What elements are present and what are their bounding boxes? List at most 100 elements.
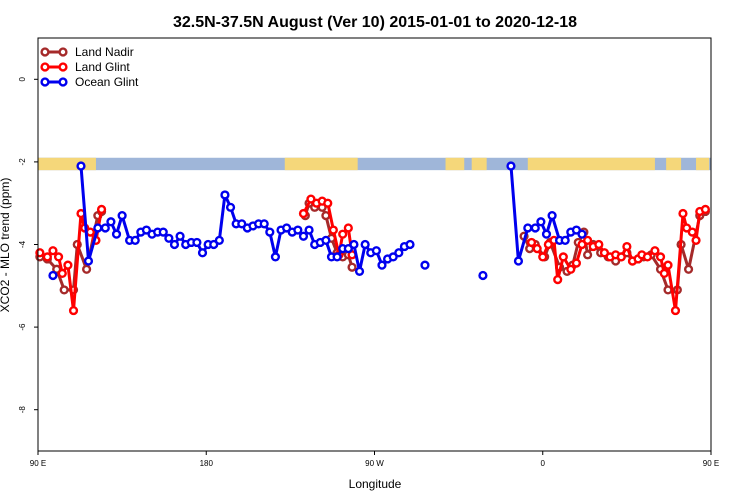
data-point-land-glint xyxy=(53,252,64,262)
data-point-ocean-glint xyxy=(169,239,180,250)
x-tick-label: 90 W xyxy=(365,459,384,468)
data-point-ocean-glint xyxy=(293,225,303,235)
data-point-ocean-glint xyxy=(405,239,415,250)
data-point-ocean-glint xyxy=(175,231,185,241)
data-point-land-glint xyxy=(48,246,58,256)
series-land-nadir xyxy=(35,198,710,295)
data-point-land-nadir xyxy=(583,250,593,260)
chart-title: 32.5N-37.5N August (Ver 10) 2015-01-01 t… xyxy=(173,14,577,31)
legend-item-ocean-glint: Ocean Glint xyxy=(40,75,139,89)
data-point-land-nadir xyxy=(82,264,92,274)
land-segment xyxy=(471,157,487,171)
data-point-land-glint xyxy=(577,239,587,250)
data-point-ocean-glint xyxy=(321,235,331,245)
data-point-land-glint xyxy=(670,305,681,316)
data-point-ocean-glint xyxy=(214,235,224,245)
data-point-land-glint xyxy=(42,252,52,262)
data-point-land-glint xyxy=(700,204,710,214)
data-point-land-glint xyxy=(343,223,353,233)
data-point-ocean-glint xyxy=(394,248,404,258)
data-point-ocean-glint xyxy=(48,270,58,281)
legend-label: Land Nadir xyxy=(75,45,134,59)
y-axis-label: XCO2 - MLO trend (ppm) xyxy=(0,178,12,313)
y-axis-ticks: 0 -2 -4 -6 -8 xyxy=(18,77,38,413)
data-point-land-glint xyxy=(650,246,660,256)
data-point-ocean-glint xyxy=(282,223,292,233)
y-tick-label: -4 xyxy=(18,240,27,248)
x-tick-label: 90 E xyxy=(30,459,46,468)
data-point-ocean-glint xyxy=(571,225,582,235)
data-point-ocean-glint xyxy=(164,233,174,243)
land-segment xyxy=(38,157,96,171)
data-point-ocean-glint xyxy=(513,256,524,266)
data-point-ocean-glint xyxy=(354,266,365,276)
data-point-land-glint xyxy=(526,237,537,248)
data-point-ocean-glint xyxy=(270,252,281,262)
data-point-ocean-glint xyxy=(332,252,342,262)
land-ocean-band xyxy=(38,157,711,171)
data-point-land-glint xyxy=(566,264,576,274)
data-point-land-glint xyxy=(298,208,309,219)
y-tick-label: 0 xyxy=(18,77,27,82)
data-point-ocean-glint xyxy=(343,244,353,254)
data-point-land-glint xyxy=(583,235,593,245)
legend-swatch-marker xyxy=(40,47,50,57)
y-tick-label: -2 xyxy=(18,158,27,166)
data-point-ocean-glint xyxy=(197,248,208,258)
data-point-ocean-glint xyxy=(130,235,140,245)
data-point-ocean-glint xyxy=(111,229,122,239)
data-point-ocean-glint xyxy=(560,235,570,245)
data-point-ocean-glint xyxy=(265,227,275,237)
data-point-land-glint xyxy=(682,223,692,233)
data-point-land-glint xyxy=(558,252,568,262)
data-point-land-nadir xyxy=(683,264,694,274)
legend-item-land-nadir: Land Nadir xyxy=(40,45,134,59)
data-point-ocean-glint xyxy=(541,229,552,239)
data-point-ocean-glint xyxy=(100,223,110,233)
data-point-ocean-glint xyxy=(523,223,533,233)
data-point-ocean-glint xyxy=(420,260,430,270)
x-tick-label: 0 xyxy=(541,459,546,468)
land-segment xyxy=(284,157,358,171)
data-point-ocean-glint xyxy=(377,260,387,270)
data-point-land-glint xyxy=(678,208,688,219)
data-point-ocean-glint xyxy=(76,161,86,171)
data-point-land-glint xyxy=(306,194,316,204)
data-point-land-glint xyxy=(338,229,348,239)
data-point-ocean-glint xyxy=(106,217,116,227)
data-point-land-glint xyxy=(553,275,563,285)
data-point-land-glint xyxy=(63,260,73,270)
series-line-ocean-glint xyxy=(79,165,411,273)
legend-swatch-marker xyxy=(58,62,68,72)
data-point-ocean-glint xyxy=(93,223,103,233)
data-point-land-glint xyxy=(642,252,653,262)
legend-swatch-marker xyxy=(58,47,68,57)
legend-label: Ocean Glint xyxy=(75,75,139,89)
land-segment xyxy=(445,157,465,171)
data-point-land-glint xyxy=(543,239,553,250)
series-layer xyxy=(35,161,710,316)
x-tick-label: 90 E xyxy=(703,459,719,468)
series-ocean-glint xyxy=(48,161,587,281)
plot-frame xyxy=(37,37,712,452)
data-point-ocean-glint xyxy=(83,256,94,266)
land-segment xyxy=(696,157,710,171)
x-axis-ticks: 90 E 180 90 W 0 90 E xyxy=(30,451,719,468)
data-point-ocean-glint xyxy=(478,270,488,281)
data-point-ocean-glint xyxy=(360,239,370,250)
data-point-land-glint xyxy=(538,252,548,262)
data-point-land-glint xyxy=(532,244,542,254)
data-point-land-glint xyxy=(599,248,610,258)
data-point-land-glint xyxy=(622,241,632,252)
data-point-ocean-glint xyxy=(141,225,152,235)
data-point-ocean-glint xyxy=(259,219,269,229)
data-point-land-glint xyxy=(571,258,582,268)
data-point-ocean-glint xyxy=(192,237,202,248)
data-point-land-glint xyxy=(57,268,67,279)
legend-swatch-marker xyxy=(40,62,50,72)
data-point-ocean-glint xyxy=(530,223,540,233)
data-point-ocean-glint xyxy=(298,231,309,241)
data-point-ocean-glint xyxy=(209,239,219,250)
data-point-ocean-glint xyxy=(577,229,587,239)
